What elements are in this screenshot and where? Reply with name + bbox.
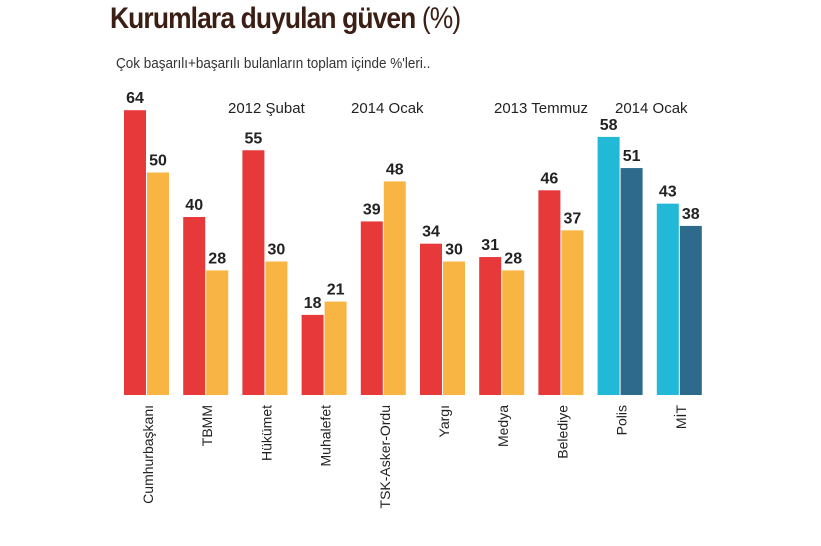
bar-second-period-0 — [147, 172, 169, 395]
bar-second-period-6 — [502, 270, 525, 395]
bar-first-period-0 — [124, 110, 146, 395]
value-label-first-4: 39 — [363, 201, 381, 218]
value-label-second-4: 48 — [386, 161, 404, 178]
value-label-first-8: 58 — [600, 117, 618, 134]
value-label-second-7: 37 — [564, 210, 582, 227]
value-label-first-1: 40 — [185, 197, 203, 214]
value-labels: 64 50 40 28 55 30 18 21 39 48 34 30 31 28 46 37 58 51 43 38 — [126, 90, 700, 312]
title-text: Kurumlara duyulan güven — [110, 2, 416, 35]
value-label-first-9: 43 — [659, 184, 677, 201]
bar-second-period-7 — [561, 230, 584, 395]
bar-first-period-4 — [360, 221, 383, 395]
page-title: Kurumlara duyulan güven (%) — [110, 2, 461, 36]
category-label-2: Hükümet — [258, 405, 274, 461]
category-label-5: Yargı — [436, 405, 452, 437]
value-label-second-9: 38 — [682, 206, 700, 223]
value-label-second-6: 28 — [504, 250, 522, 267]
value-label-first-3: 18 — [304, 295, 322, 312]
bar-first-period-8 — [597, 136, 620, 395]
category-label-6: Medya — [495, 405, 511, 447]
value-label-second-8: 51 — [623, 148, 641, 165]
period-label-1: 2014 Ocak — [351, 100, 424, 117]
value-label-first-0: 64 — [126, 90, 144, 107]
category-label-0: Cumhurbaşkanı — [140, 405, 156, 504]
period-label-3: 2014 Ocak — [615, 100, 688, 117]
bar-first-period-3 — [301, 314, 324, 395]
value-label-second-1: 28 — [208, 250, 226, 267]
bar-second-period-4 — [383, 181, 406, 395]
period-label-0: 2012 Şubat — [228, 100, 306, 117]
category-label-3: Muhalefet — [318, 405, 334, 467]
value-label-second-5: 30 — [445, 242, 463, 259]
chart-subtitle: Çok başarılı+başarılı bulanların toplam … — [116, 55, 431, 72]
bar-first-period-9 — [656, 203, 679, 395]
bar-second-period-9 — [679, 225, 702, 395]
category-label-4: TSK-Asker-Ordu — [377, 405, 393, 508]
bar-second-period-2 — [265, 261, 288, 395]
value-label-first-5: 34 — [422, 224, 440, 241]
category-label-9: MİT — [672, 405, 689, 430]
bar-first-period-5 — [420, 243, 442, 395]
category-label-1: TBMM — [199, 405, 215, 446]
category-label-7: Belediye — [554, 405, 570, 459]
bar-first-period-2 — [242, 150, 265, 395]
period-labels: 2012 Şubat 2014 Ocak 2013 Temmuz 2014 Ocak — [228, 100, 688, 117]
period-label-2: 2013 Temmuz — [494, 100, 588, 117]
bar-second-period-3 — [324, 301, 347, 395]
bar-first-period-6 — [479, 257, 502, 395]
value-label-first-7: 46 — [541, 170, 559, 187]
bar-second-period-5 — [443, 261, 465, 395]
category-label-8: Polis — [614, 405, 630, 435]
bar-first-period-1 — [183, 217, 206, 395]
value-label-first-6: 31 — [481, 237, 499, 254]
bar-second-period-1 — [206, 270, 229, 395]
value-label-second-3: 21 — [327, 282, 345, 299]
value-label-second-0: 50 — [149, 153, 167, 170]
category-labels: Cumhurbaşkanı TBMM Hükümet Muhalefet TSK-Ask… — [140, 405, 689, 509]
value-label-first-2: 55 — [245, 130, 263, 147]
value-label-second-2: 30 — [268, 242, 286, 259]
bars-group — [124, 110, 702, 395]
bar-first-period-7 — [538, 190, 561, 395]
title-unit: (%) — [421, 2, 461, 35]
bar-second-period-8 — [620, 168, 643, 395]
